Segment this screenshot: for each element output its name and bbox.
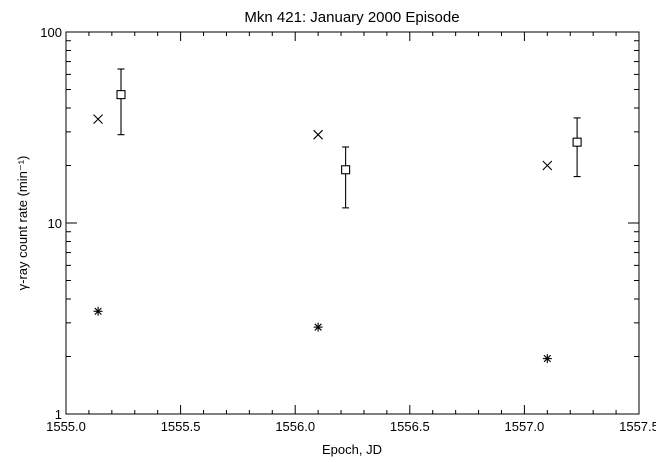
plot-frame — [65, 31, 640, 415]
cross-point — [313, 129, 324, 140]
y-axis-label: γ-ray count rate (min⁻¹) — [15, 156, 30, 291]
x-tick-label: 1557.0 — [505, 419, 545, 434]
x-tick-label: 1555.5 — [161, 419, 201, 434]
asterisk-point — [542, 354, 552, 364]
x-tick-label: 1556.5 — [390, 419, 430, 434]
asterisk-point — [93, 306, 103, 316]
cross-point — [93, 114, 103, 124]
axis-tick-labels: 1555.0 1555.5 1556.0 1556.5 1557.0 1557.5 1 10 1… — [40, 25, 656, 434]
square-errorbar-point — [341, 146, 351, 209]
square-errorbar-point — [572, 117, 582, 178]
y-tick-label: 10 — [48, 216, 62, 231]
square-marker — [116, 90, 126, 100]
x-axis-label: Epoch, JD — [322, 442, 382, 457]
y-tick-label: 100 — [40, 25, 62, 40]
data-marks — [93, 68, 582, 364]
cross-point — [542, 160, 553, 171]
asterisk-point — [313, 322, 323, 332]
x-tick-label: 1556.0 — [275, 419, 315, 434]
square-marker — [341, 165, 351, 175]
chart-title: Mkn 421: January 2000 Episode — [244, 9, 459, 26]
square-marker — [572, 137, 582, 147]
axis-ticks — [65, 31, 640, 415]
y-tick-label: 1 — [55, 407, 62, 422]
square-errorbar-point — [116, 68, 126, 136]
x-tick-label: 1555.0 — [46, 419, 86, 434]
x-tick-label: 1557.5 — [619, 419, 656, 434]
